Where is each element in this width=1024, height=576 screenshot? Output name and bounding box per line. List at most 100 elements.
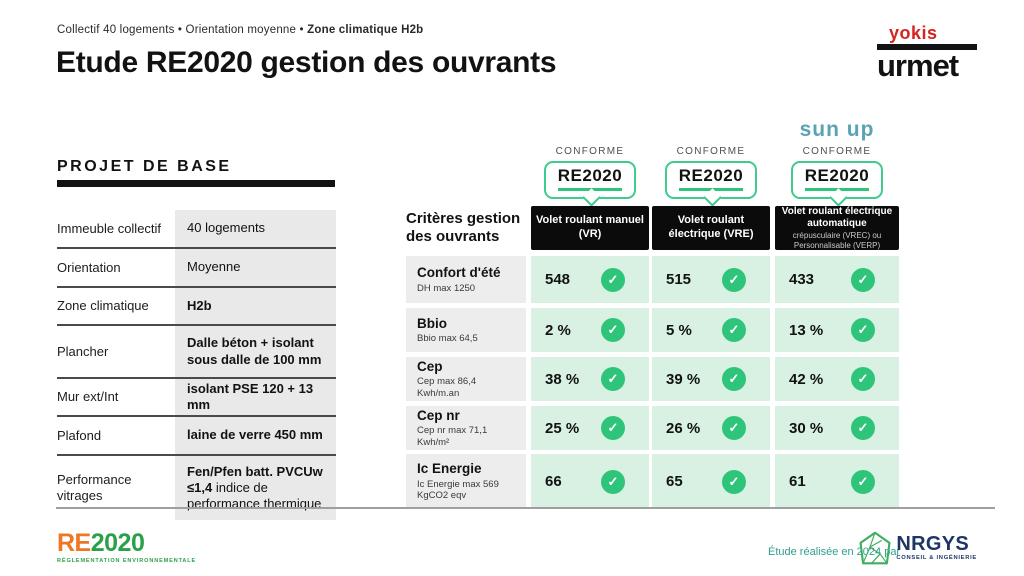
- row-label: Plancher: [57, 343, 109, 359]
- conforme-label: CONFORME: [555, 146, 625, 157]
- badge-tail: [702, 188, 722, 207]
- row-value: H2b: [175, 288, 336, 324]
- check-icon: ✓: [722, 416, 746, 440]
- value: 433: [789, 271, 815, 288]
- row-value: Fen/Pfen batt. PVCUw ≤1,4 indice de perf…: [175, 456, 336, 520]
- criteria-label: Cep nr Cep nr max 71,1 Kwh/m²: [406, 406, 526, 450]
- criteria-name: Bbio: [417, 315, 447, 331]
- conforme-label: CONFORME: [676, 146, 746, 157]
- value: 65: [666, 473, 683, 490]
- value-cell: 25 % ✓: [531, 406, 649, 450]
- section-heading: PROJET DE BASE: [57, 158, 232, 175]
- sunup-logo: sun up: [799, 118, 875, 141]
- value-cell: 5 % ✓: [652, 308, 770, 352]
- house-icon: [859, 531, 891, 565]
- value-cell: 65 ✓: [652, 454, 770, 509]
- check-icon: ✓: [722, 318, 746, 342]
- table-row: Mur ext/Int isolant PSE 120 + 13 mm: [57, 379, 336, 417]
- criteria-threshold: DH max 1250: [417, 282, 476, 294]
- criteria-row-cep-nr: Cep nr Cep nr max 71,1 Kwh/m² 25 % ✓ 26 %…: [406, 406, 899, 450]
- value-cell: 2 % ✓: [531, 308, 649, 352]
- value-cell: 42 % ✓: [775, 357, 899, 401]
- conformity-badges: CONFORME RE2020 CONFORME RE2020 CONFORME…: [406, 146, 899, 207]
- column-title: Volet roulant électrique automatique: [781, 205, 893, 229]
- criteria-label: Ic Energie Ic Energie max 569 KgCO2 eqv: [406, 454, 526, 509]
- nrgys-logo: NRGYS CONSEIL & INGÉNIERIE: [858, 530, 977, 566]
- criteria-name: Confort d'été: [417, 265, 501, 281]
- row-value: isolant PSE 120 + 13 mm: [175, 379, 336, 415]
- value-cell: 26 % ✓: [652, 406, 770, 450]
- value: 548: [545, 271, 571, 288]
- criteria-row-ic-energie: Ic Energie Ic Energie max 569 KgCO2 eqv …: [406, 454, 899, 509]
- check-icon: ✓: [851, 367, 875, 391]
- value-cell: 38 % ✓: [531, 357, 649, 401]
- heading-underline: [57, 180, 335, 187]
- value-cell: 30 % ✓: [775, 406, 899, 450]
- row-label: Immeuble collectif: [57, 220, 162, 236]
- breadcrumb: Collectif 40 logements • Orientation moy…: [57, 24, 423, 36]
- value: 39 %: [666, 370, 701, 388]
- value: 515: [666, 271, 692, 288]
- value-cell: 548 ✓: [531, 256, 649, 303]
- check-icon: ✓: [601, 318, 625, 342]
- nrgys-text: NRGYS CONSEIL & INGÉNIERIE: [896, 534, 977, 562]
- criteria-label: Cep Cep max 86,4 Kwh/m.an: [406, 357, 526, 401]
- check-icon: ✓: [601, 367, 625, 391]
- value: 66: [545, 473, 562, 490]
- value-cell: 61 ✓: [775, 454, 899, 509]
- nrgys-subtitle: CONSEIL & INGÉNIERIE: [896, 555, 977, 562]
- yokis-wordmark: yokis: [889, 23, 938, 43]
- criteria-row-confort: Confort d'été DH max 1250 548 ✓ 515 ✓ 433 ✓: [406, 256, 899, 303]
- project-table: Immeuble collectif 40 logements Orientat…: [57, 210, 336, 520]
- table-row: Plancher Dalle béton + isolant sous dall…: [57, 326, 336, 379]
- criteria-label: Confort d'été DH max 1250: [406, 256, 526, 303]
- breadcrumb-text: Collectif 40 logements • Orientation moy…: [57, 24, 308, 36]
- value: 25 %: [545, 419, 580, 437]
- row-value: laine de verre 450 mm: [175, 417, 336, 454]
- criteria-row-cep: Cep Cep max 86,4 Kwh/m.an 38 % ✓ 39 % ✓ 42…: [406, 357, 899, 401]
- criteria-threshold: Cep max 86,4 Kwh/m.an: [417, 376, 477, 399]
- re2020-badge-label: RE2020: [557, 166, 623, 191]
- criteria-name: Cep: [417, 358, 443, 374]
- criteria-threshold: Ic Energie max 569 KgCO2 eqv: [417, 478, 499, 502]
- table-row: Immeuble collectif 40 logements: [57, 210, 336, 249]
- row-value: Moyenne: [175, 249, 336, 286]
- value: 38 %: [545, 370, 580, 388]
- row-label: Orientation: [57, 259, 121, 275]
- badge-col-vr: CONFORME RE2020: [531, 146, 649, 207]
- value: 5 %: [666, 321, 692, 339]
- row-value: Dalle béton + isolant sous dalle de 100 …: [175, 326, 336, 377]
- value: 42 %: [789, 370, 824, 388]
- check-icon: ✓: [601, 416, 625, 440]
- criteria-name: Ic Energie: [417, 461, 482, 477]
- check-icon: ✓: [722, 267, 746, 292]
- nrgys-wordmark: NRGYS: [896, 533, 970, 556]
- badge-tail: [828, 188, 848, 207]
- column-title: Volet roulant électrique (VRE): [668, 214, 754, 240]
- row-label: Plafond: [57, 427, 102, 443]
- badge-col-vre: CONFORME RE2020: [652, 146, 770, 207]
- table-row: Performance vitrages Fen/Pfen batt. PVCU…: [57, 456, 336, 520]
- value-cell: 66 ✓: [531, 454, 649, 509]
- page-title: Etude RE2020 gestion des ouvrants: [56, 46, 557, 79]
- value-cell: 13 % ✓: [775, 308, 899, 352]
- value-cell: 433 ✓: [775, 256, 899, 303]
- column-subtitle: crépusculaire (VREC) ou Personnalisable …: [792, 230, 882, 250]
- re2020-logo: RE2020 RÉGLEMENTATION ENVIRONNEMENTALE: [57, 531, 196, 565]
- badge-tail: [581, 188, 601, 207]
- re2020-badge: RE2020: [543, 161, 637, 207]
- check-icon: ✓: [722, 469, 746, 494]
- value: 30 %: [789, 419, 824, 437]
- criteria-threshold: Bbio max 64,5: [417, 333, 478, 345]
- criteria-label: Bbio Bbio max 64,5: [406, 308, 526, 352]
- value: 13 %: [789, 321, 824, 339]
- re2020-badge: RE2020: [664, 161, 758, 207]
- check-icon: ✓: [601, 469, 625, 494]
- criteria-header: Critères gestion des ouvrants: [406, 210, 521, 245]
- criteria-threshold: Cep nr max 71,1 Kwh/m²: [417, 425, 488, 448]
- column-title: Volet roulant manuel (VR): [536, 214, 644, 240]
- value: 26 %: [666, 419, 701, 437]
- column-header-auto: Volet roulant électrique automatique cré…: [775, 206, 899, 250]
- row-value-bold: Fen/Pfen batt. PVCUw ≤1,4: [187, 463, 323, 495]
- row-value: 40 logements: [175, 210, 336, 247]
